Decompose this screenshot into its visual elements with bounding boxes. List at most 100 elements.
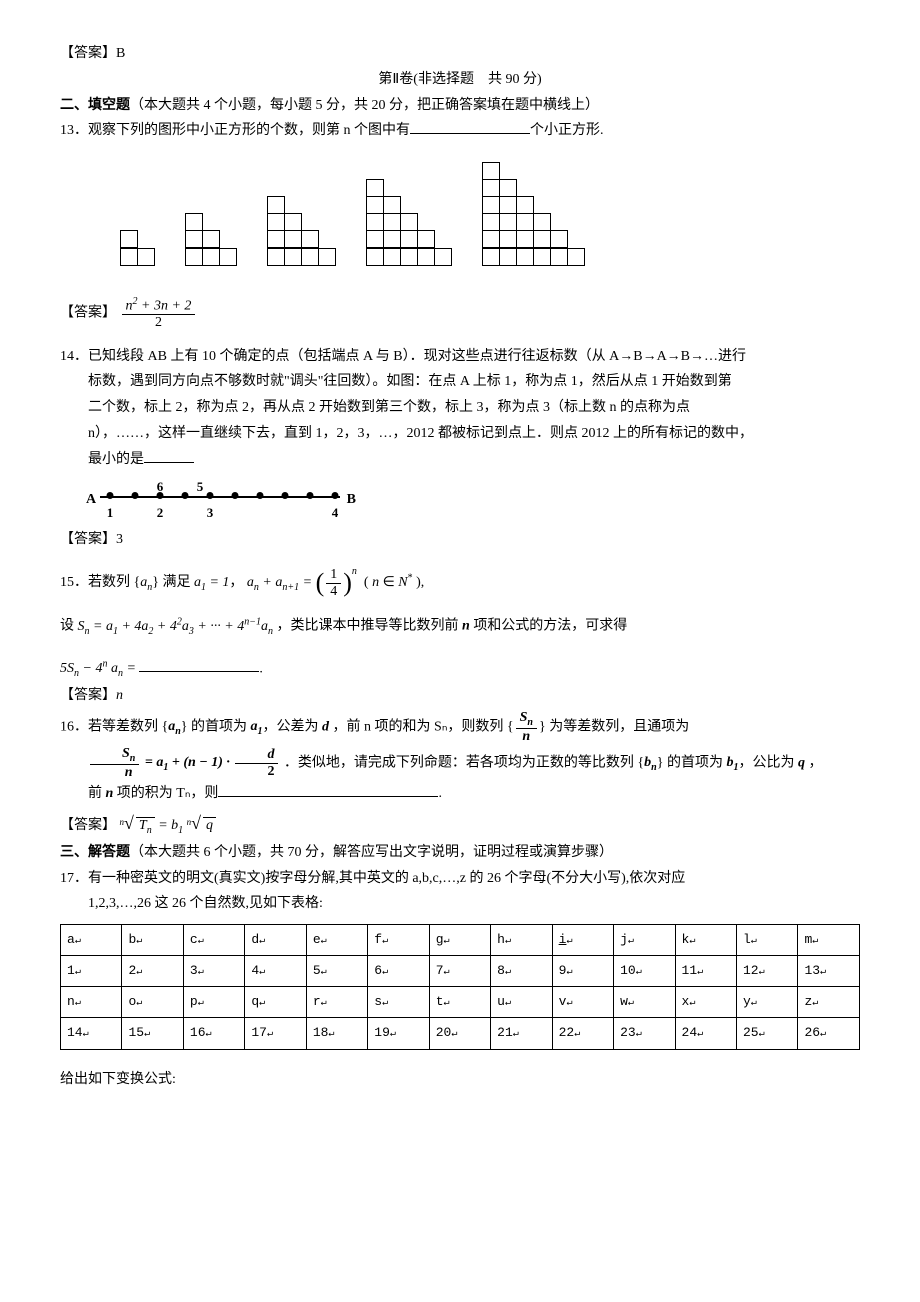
- table-cell: e↵: [306, 925, 367, 956]
- table-cell: 9↵: [552, 956, 613, 987]
- q16-l3b: 项的积为 Tₙ，则: [113, 786, 218, 801]
- ans13: 【答案】 n2 + 3n + 2 2: [60, 296, 860, 330]
- q16-c: ，公差为: [263, 719, 323, 734]
- staircase: [482, 163, 585, 266]
- q16-l3: 前 n 项的积为 Tₙ，则.: [60, 782, 860, 806]
- table-cell: s↵: [368, 987, 429, 1018]
- q16-a: 16．若等差数列 {: [60, 719, 168, 734]
- q15-b: } 满足: [152, 575, 194, 590]
- table-cell: z↵: [798, 987, 860, 1018]
- table-cell: n↵: [61, 987, 122, 1018]
- numline-dot: [257, 492, 264, 499]
- ans16: 【答案】 n√Tn = b1 n√q: [60, 808, 860, 839]
- q16-b: } 的首项为: [181, 719, 251, 734]
- numline-label-above: 6: [157, 476, 164, 498]
- numline-label-below: 2: [157, 502, 164, 524]
- staircase-figures: [120, 163, 860, 266]
- table-cell: u↵: [491, 987, 552, 1018]
- section2-note: （本大题共 4 个小题，每小题 5 分，共 20 分，把正确答案填在题中横线上）: [130, 98, 599, 113]
- Sn-expand: Sn = a1 + 4a2 + 42a3 + ··· + 4n−1an: [78, 619, 274, 634]
- table-cell: k↵: [675, 925, 736, 956]
- table-cell: 6↵: [368, 956, 429, 987]
- section3-title: 三、解答题: [60, 845, 130, 860]
- numline-dot: [132, 492, 139, 499]
- table-cell: i↵: [552, 925, 613, 956]
- table-cell: 3↵: [183, 956, 244, 987]
- staircase: [366, 180, 452, 266]
- q15-l2a: 设: [60, 619, 78, 634]
- table-cell: p↵: [183, 987, 244, 1018]
- part2-header: 第Ⅱ卷(非选择题 共 90 分): [60, 68, 860, 92]
- table-cell: f↵: [368, 925, 429, 956]
- q16-line2b: } 的首项为: [657, 755, 727, 770]
- table-cell: d↵: [245, 925, 306, 956]
- numline-label-above: 5: [197, 476, 204, 498]
- ans16-expr: n√Tn = b1 n√q: [120, 808, 217, 839]
- q13: 13．观察下列的图形中小正方形的个数，则第 n 个图中有个小正方形.: [60, 119, 860, 143]
- q16-blank: [218, 782, 438, 797]
- staircase: [120, 231, 155, 266]
- Sn-over-n: Snn: [516, 710, 537, 744]
- table-cell: 19↵: [368, 1018, 429, 1049]
- q15-a: 15．若数列 {: [60, 575, 140, 590]
- recurrence-lhs: an + an+1 =: [247, 575, 316, 590]
- q15-l2c: 项和公式的方法，可求得: [470, 619, 628, 634]
- q15-line2: 设 Sn = a1 + 4a2 + 42a3 + ··· + 4n−1an ，类…: [60, 613, 860, 639]
- letter-table: a↵b↵c↵d↵e↵f↵g↵h↵i↵j↵k↵l↵m↵1↵2↵3↵4↵5↵6↵7↵…: [60, 924, 860, 1049]
- table-cell: 25↵: [736, 1018, 797, 1049]
- table-cell: 18↵: [306, 1018, 367, 1049]
- table-cell: q↵: [245, 987, 306, 1018]
- table-cell: 7↵: [429, 956, 490, 987]
- ans16-label: 【答案】: [60, 818, 116, 833]
- number-line-figure: A B 123456: [90, 478, 860, 518]
- n-ital: n: [462, 619, 470, 634]
- table-cell: h↵: [491, 925, 552, 956]
- q16-e: } 为等差数列，且通项为: [539, 719, 689, 734]
- q16-d: ，前 n 项的和为 Sₙ，则数列 {: [329, 719, 514, 734]
- table-cell: 15↵: [122, 1018, 183, 1049]
- numline-dot: [282, 492, 289, 499]
- letter-table-wrap: a↵b↵c↵d↵e↵f↵g↵h↵i↵j↵k↵l↵m↵1↵2↵3↵4↵5↵6↵7↵…: [60, 924, 860, 1049]
- table-cell: 14↵: [61, 1018, 122, 1049]
- q14-l3: 二个数，标上 2，称为点 2，再从点 2 开始数到第三个数，标上 3，称为点 3…: [60, 396, 860, 420]
- q15-blank: [139, 657, 259, 672]
- section2: 二、填空题（本大题共 4 个小题，每小题 5 分，共 20 分，把正确答案填在题…: [60, 94, 860, 118]
- table-cell: a↵: [61, 925, 122, 956]
- table-cell: 23↵: [614, 1018, 675, 1049]
- q15-c: ，: [229, 575, 247, 590]
- table-cell: y↵: [736, 987, 797, 1018]
- ans15-label: 【答案】: [60, 688, 116, 703]
- q15: 15．若数列 {an} 满足 a1 = 1， an + an+1 = (14)n…: [60, 563, 860, 599]
- table-cell: 26↵: [798, 1018, 860, 1049]
- table-cell: o↵: [122, 987, 183, 1018]
- d-over-2: d2: [235, 747, 278, 779]
- table-cell: w↵: [614, 987, 675, 1018]
- table-cell: 4↵: [245, 956, 306, 987]
- q15-eq: 5Sn − 4n an =: [60, 661, 139, 676]
- table-row: n↵o↵p↵q↵r↵s↵t↵u↵v↵w↵x↵y↵z↵: [61, 987, 860, 1018]
- table-cell: v↵: [552, 987, 613, 1018]
- q16-line2d: ，: [805, 755, 823, 770]
- ans13-num: n2 + 3n + 2: [122, 296, 196, 315]
- staircase: [267, 197, 336, 266]
- q16-line2a: ．类似地，请完成下列命题：若各项均为正数的等比数列 {: [284, 755, 644, 770]
- table-row: 1↵2↵3↵4↵5↵6↵7↵8↵9↵10↵11↵12↵13↵: [61, 956, 860, 987]
- table-cell: c↵: [183, 925, 244, 956]
- staircase: [185, 214, 237, 266]
- table-cell: 1↵: [61, 956, 122, 987]
- an: an: [140, 575, 152, 590]
- ans15: 【答案】n: [60, 684, 860, 708]
- table-cell: j↵: [614, 925, 675, 956]
- q13-tail: 个小正方形.: [530, 123, 604, 138]
- q17-l1: 17．有一种密英文的明文(真实文)按字母分解,其中英文的 a,b,c,…,z 的…: [60, 867, 860, 891]
- table-cell: l↵: [736, 925, 797, 956]
- table-row: 14↵15↵16↵17↵18↵19↵20↵21↵22↵23↵24↵25↵26↵: [61, 1018, 860, 1049]
- answer-12: 【答案】B: [60, 42, 860, 66]
- numline-B: B: [347, 488, 356, 512]
- numline-A: A: [86, 488, 96, 512]
- q14-l2: 标数，遇到同方向点不够数时就"调头"往回数）。如图：在点 A 上标 1，称为点 …: [60, 370, 860, 394]
- table-cell: 22↵: [552, 1018, 613, 1049]
- q17-tail: 给出如下变换公式:: [60, 1068, 860, 1092]
- numline-label-below: 4: [332, 502, 339, 524]
- one-quarter: 14: [326, 567, 341, 599]
